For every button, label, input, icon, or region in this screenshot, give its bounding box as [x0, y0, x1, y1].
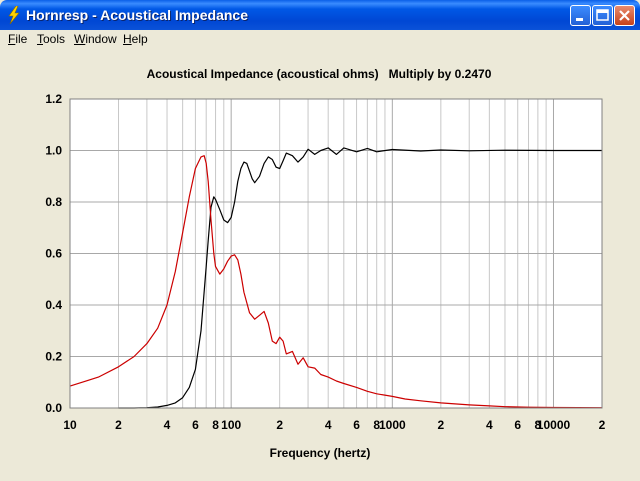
x-tick-label: 8	[373, 418, 380, 432]
y-tick-label: 1.0	[45, 144, 62, 158]
window-title: Hornresp - Acoustical Impedance	[26, 7, 248, 23]
x-tick-label: 4	[325, 418, 332, 432]
maximize-icon	[596, 9, 609, 21]
x-tick-label: 1000	[379, 418, 406, 432]
title-bar[interactable]: Hornresp - Acoustical Impedance	[0, 0, 640, 30]
x-tick-label: 4	[486, 418, 493, 432]
x-tick-label: 6	[514, 418, 521, 432]
plot-frame	[69, 98, 603, 409]
x-tick-label: 8	[212, 418, 219, 432]
chart-title: Acoustical Impedance (acoustical ohms) M…	[147, 67, 492, 81]
x-tick-label: 100	[221, 418, 241, 432]
menu-bar: File Tools Window Help	[0, 30, 640, 49]
minimize-icon	[576, 18, 583, 21]
y-tick-label: 0.8	[45, 195, 62, 209]
red-series-line	[69, 155, 603, 409]
x-tick-label: 2	[115, 418, 122, 432]
close-button[interactable]	[614, 5, 635, 26]
x-tick-label: 10000	[537, 418, 571, 432]
x-tick-label: 6	[353, 418, 360, 432]
minimize-button[interactable]	[570, 5, 591, 26]
x-tick-label: 6	[192, 418, 199, 432]
menu-file[interactable]: File	[8, 32, 28, 46]
x-tick-label: 4	[164, 418, 171, 432]
x-tick-label: 10	[63, 418, 77, 432]
maximize-button[interactable]	[592, 5, 613, 26]
close-icon	[619, 10, 630, 21]
x-axis-label: Frequency (hertz)	[270, 446, 371, 460]
x-tick-label: 2	[437, 418, 444, 432]
menu-tools[interactable]: Tools	[37, 32, 66, 46]
black-series-line	[118, 147, 602, 409]
lightning-bolt-icon	[8, 6, 20, 24]
x-tick-label: 2	[276, 418, 283, 432]
y-tick-label: 0.0	[45, 401, 62, 415]
y-tick-label: 0.6	[45, 247, 62, 261]
y-tick-label: 1.2	[45, 92, 62, 106]
x-tick-label: 8	[535, 418, 542, 432]
y-tick-label: 0.2	[45, 350, 62, 364]
x-tick-label: 2	[599, 418, 606, 432]
menu-window[interactable]: Window	[74, 32, 117, 46]
chart-area: Acoustical Impedance (acoustical ohms) M…	[4, 49, 636, 476]
impedance-chart: Acoustical Impedance (acoustical ohms) M…	[45, 67, 606, 460]
menu-help[interactable]: Help	[123, 32, 148, 46]
y-tick-label: 0.4	[45, 298, 62, 312]
